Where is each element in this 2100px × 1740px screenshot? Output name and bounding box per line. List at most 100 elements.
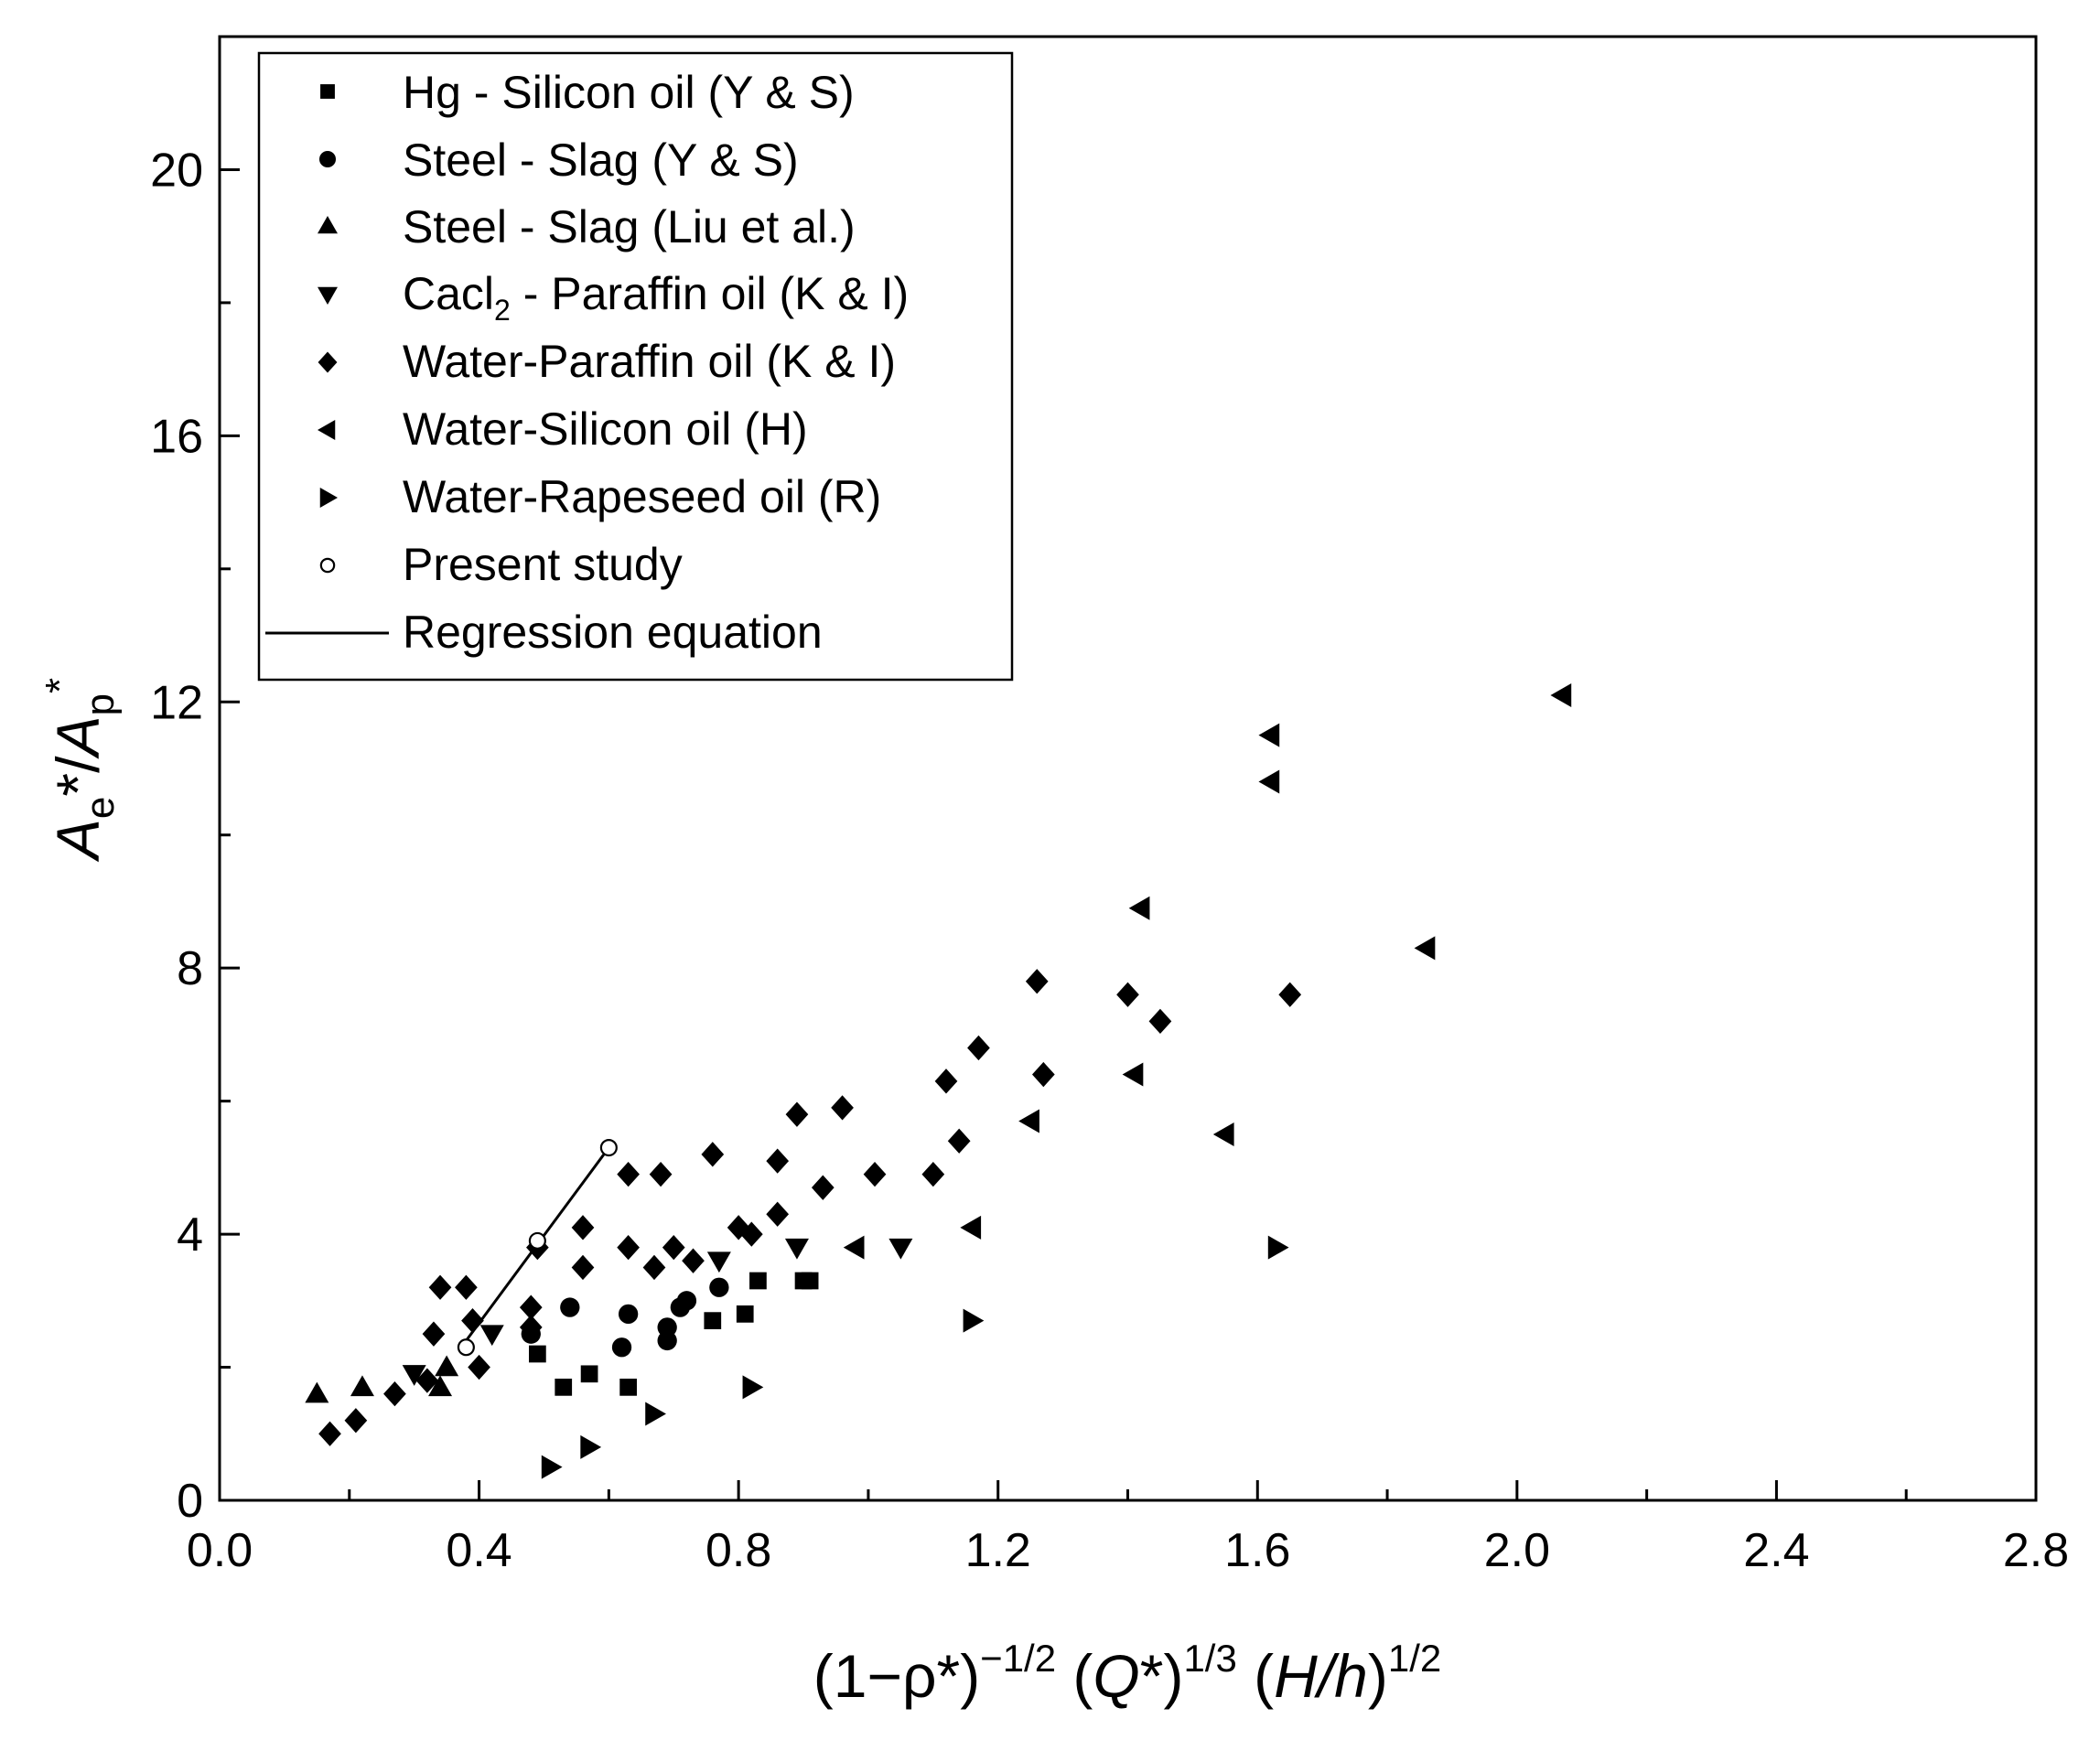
point-water-silicon-oil-h — [1128, 896, 1150, 920]
legend-label-steel-slag-liu: Steel - Slag (Liu et al.) — [403, 201, 856, 252]
legend-label-present-study: Present study — [403, 539, 683, 590]
legend-symbol-diamond — [318, 351, 338, 373]
point-water-paraffin-oil-k-i — [571, 1215, 595, 1241]
legend-label-cacl2-paraffin: Cacl2 - Paraffin oil (K & I) — [403, 268, 909, 327]
point-water-paraffin-oil-k-i — [383, 1380, 406, 1407]
legend-label-water-paraffin: Water-Paraffin oil (K & I) — [403, 336, 896, 387]
point-water-paraffin-oil-k-i — [701, 1142, 725, 1167]
point-hg-silicon-oil-y-s — [749, 1272, 767, 1290]
data-points-layer — [305, 683, 1572, 1479]
x-axis-title: (1−ρ*)−1/2 (Q*)1/3 (H/h)1/2 — [813, 1637, 1442, 1710]
y-title-a2: A — [44, 716, 112, 760]
point-steel-slag-liu-et-al — [305, 1381, 329, 1403]
point-water-silicon-oil-h — [1258, 723, 1280, 747]
point-steel-slag-liu-et-al — [435, 1355, 459, 1377]
point-water-silicon-oil-h — [1122, 1062, 1144, 1087]
point-present-study — [528, 1231, 546, 1250]
axes-layer: 0.0 0.4 0.8 1.2 1.6 2.0 2.4 2.8 0 4 8 12 16 20 — [150, 144, 2069, 1577]
x-title-q: Q — [1093, 1642, 1139, 1710]
point-water-silicon-oil-h — [1212, 1122, 1234, 1146]
point-water-paraffin-oil-k-i — [519, 1315, 543, 1340]
x-title-qrest: *) — [1140, 1642, 1184, 1710]
point-water-rapeseed-oil-r — [963, 1308, 985, 1333]
point-hg-silicon-oil-y-s — [801, 1272, 819, 1290]
x-title-hh: H/h — [1274, 1642, 1368, 1710]
legend-label-cacl2-sub: 2 — [494, 294, 511, 327]
legend-symbols — [265, 84, 389, 635]
legend-symbol-triangle-down — [318, 286, 338, 305]
y-title-mid: */ — [44, 756, 112, 797]
point-steel-slag-y-s — [618, 1304, 639, 1325]
point-hg-silicon-oil-y-s — [529, 1345, 546, 1363]
legend-label-cacl2-rest: - Paraffin oil (K & I) — [511, 268, 909, 319]
x-tick-label: 0.0 — [187, 1524, 253, 1577]
point-water-paraffin-oil-k-i — [649, 1161, 673, 1187]
point-water-paraffin-oil-k-i — [617, 1161, 640, 1187]
point-water-paraffin-oil-k-i — [455, 1274, 478, 1300]
point-steel-slag-y-s — [611, 1337, 632, 1358]
point-water-silicon-oil-h — [1018, 1109, 1039, 1133]
y-tick-label: 4 — [177, 1208, 203, 1262]
point-water-silicon-oil-h — [960, 1215, 982, 1240]
x-tick-label: 2.4 — [1743, 1524, 1809, 1577]
point-water-paraffin-oil-k-i — [682, 1248, 705, 1273]
point-water-paraffin-oil-k-i — [831, 1095, 854, 1121]
point-steel-slag-y-s — [560, 1297, 580, 1317]
point-water-rapeseed-oil-r — [541, 1455, 563, 1479]
point-hg-silicon-oil-y-s — [704, 1312, 722, 1329]
plot-frame — [218, 35, 2038, 1502]
legend-symbol-circle — [318, 150, 337, 168]
x-tick-label: 0.4 — [446, 1524, 512, 1577]
point-water-paraffin-oil-k-i — [617, 1234, 640, 1261]
legend-label-steel-slag-ys: Steel - Slag (Y & S) — [403, 134, 799, 186]
point-water-silicon-oil-h — [843, 1235, 865, 1260]
point-water-silicon-oil-h — [1258, 769, 1280, 794]
point-water-paraffin-oil-k-i — [739, 1221, 763, 1247]
point-water-paraffin-oil-k-i — [766, 1148, 790, 1174]
legend-symbol-triangle-up — [318, 216, 338, 234]
y-tick-label: 12 — [150, 676, 203, 729]
point-steel-slag-y-s — [657, 1317, 677, 1337]
legend-symbol-square — [320, 84, 335, 99]
point-water-paraffin-oil-k-i — [519, 1294, 543, 1320]
point-hg-silicon-oil-y-s — [555, 1379, 573, 1396]
x-tick-label: 1.2 — [965, 1524, 1031, 1577]
point-steel-slag-y-s — [709, 1277, 729, 1297]
legend-symbol-triangle-right — [319, 488, 338, 508]
point-water-paraffin-oil-k-i — [415, 1368, 439, 1393]
point-water-paraffin-oil-k-i — [318, 1421, 341, 1446]
x-title-exp1: −1/2 — [980, 1637, 1056, 1680]
point-cacl2-paraffin-oil-k-i — [479, 1325, 504, 1347]
point-cacl2-paraffin-oil-k-i — [784, 1238, 809, 1260]
point-water-paraffin-oil-k-i — [468, 1354, 490, 1380]
x-title-qopen: ( — [1056, 1642, 1093, 1710]
legend-symbol-triangle-left — [318, 420, 336, 440]
legend-symbol-open-circle — [319, 557, 336, 574]
point-water-paraffin-oil-k-i — [571, 1254, 595, 1281]
legend-label-regression: Regression equation — [403, 607, 823, 658]
point-water-silicon-oil-h — [1550, 683, 1572, 707]
point-water-paraffin-oil-k-i — [1278, 982, 1302, 1007]
point-water-rapeseed-oil-r — [645, 1402, 666, 1426]
point-steel-slag-y-s — [676, 1291, 697, 1311]
point-water-paraffin-oil-k-i — [863, 1161, 887, 1187]
x-tick-label: 0.8 — [705, 1524, 771, 1577]
point-present-study — [599, 1138, 618, 1157]
point-cacl2-paraffin-oil-k-i — [706, 1251, 731, 1273]
legend-label-cacl2-base: Cacl — [403, 268, 494, 319]
x-title-part1: (1−ρ*) — [813, 1642, 980, 1710]
point-water-paraffin-oil-k-i — [811, 1175, 835, 1200]
y-tick-label: 16 — [150, 410, 203, 463]
point-hg-silicon-oil-y-s — [580, 1365, 598, 1383]
y-tick-label: 0 — [177, 1475, 203, 1528]
x-tick-label: 1.6 — [1224, 1524, 1290, 1577]
point-hg-silicon-oil-y-s — [619, 1379, 637, 1396]
point-water-paraffin-oil-k-i — [1116, 982, 1139, 1007]
point-water-paraffin-oil-k-i — [428, 1274, 452, 1300]
point-water-paraffin-oil-k-i — [785, 1101, 809, 1127]
y-title-sup2: * — [38, 678, 82, 693]
y-tick-label: 20 — [150, 144, 203, 197]
point-water-paraffin-oil-k-i — [662, 1234, 685, 1261]
point-water-rapeseed-oil-r — [1267, 1235, 1289, 1260]
